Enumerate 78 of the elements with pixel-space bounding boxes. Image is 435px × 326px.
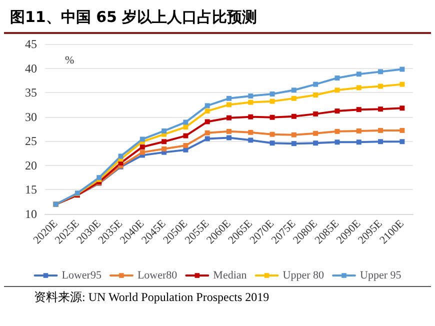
text: 资料来源: UN World Population Prospects 2019 <box>4 286 431 306</box>
point <box>226 96 232 101</box>
point <box>226 135 232 140</box>
point <box>378 139 384 144</box>
point <box>140 150 145 155</box>
point <box>118 154 124 159</box>
point <box>226 128 232 134</box>
point <box>400 82 405 87</box>
point <box>270 132 275 137</box>
point <box>334 108 340 114</box>
point <box>204 136 210 142</box>
point <box>400 66 405 72</box>
point <box>226 115 232 120</box>
point <box>291 141 296 146</box>
point <box>291 132 296 138</box>
point <box>162 128 167 134</box>
point <box>378 84 384 89</box>
legend-label: Median <box>213 270 248 282</box>
y-axis-title: % <box>65 54 74 66</box>
point <box>356 72 362 77</box>
point <box>270 98 275 104</box>
point <box>183 147 188 152</box>
point <box>378 128 384 133</box>
chart-title: 图11、中国 65 岁以上人口占比预测 <box>4 0 431 34</box>
legend-label: Lower95 <box>62 270 102 282</box>
point <box>204 108 210 114</box>
y-tick-label: 35 <box>25 86 37 100</box>
point <box>183 124 188 130</box>
point <box>140 144 145 150</box>
point <box>356 107 362 112</box>
point <box>313 92 318 98</box>
point <box>270 114 275 120</box>
point <box>183 120 188 125</box>
point <box>400 139 405 144</box>
legend-label: Lower80 <box>137 270 178 282</box>
point <box>248 93 254 98</box>
point <box>248 138 254 143</box>
point <box>270 140 275 146</box>
point <box>313 82 318 87</box>
point <box>334 140 340 145</box>
point <box>291 88 296 93</box>
legend-label: Upper 95 <box>360 270 402 282</box>
point <box>183 133 188 138</box>
y-tick-label: 30 <box>25 110 37 124</box>
point <box>270 92 275 97</box>
point <box>400 128 405 133</box>
point <box>291 96 296 101</box>
y-tick-label: 25 <box>25 134 37 148</box>
point <box>400 106 405 111</box>
point <box>162 146 167 152</box>
point <box>378 106 384 112</box>
point <box>313 130 318 136</box>
point <box>248 114 254 120</box>
y-tick-label: 15 <box>25 182 37 197</box>
point <box>183 143 188 148</box>
point <box>204 103 210 108</box>
y-tick-label: 10 <box>25 207 37 221</box>
point <box>356 128 362 134</box>
point <box>204 130 210 136</box>
y-tick-label: 45 <box>25 37 37 51</box>
point <box>356 85 362 90</box>
point <box>313 111 318 116</box>
point <box>204 119 210 124</box>
point <box>162 139 167 144</box>
point <box>334 88 340 93</box>
point <box>334 76 340 80</box>
point <box>140 136 145 142</box>
legend-label: Upper 80 <box>282 270 325 282</box>
y-tick-label: 40 <box>25 61 37 76</box>
point <box>248 130 254 135</box>
y-tick-label: 20 <box>25 158 37 172</box>
point <box>226 102 232 108</box>
point <box>356 140 362 145</box>
point <box>313 140 318 146</box>
point <box>248 100 254 105</box>
point <box>334 128 340 134</box>
point <box>291 114 296 119</box>
point <box>378 69 384 74</box>
